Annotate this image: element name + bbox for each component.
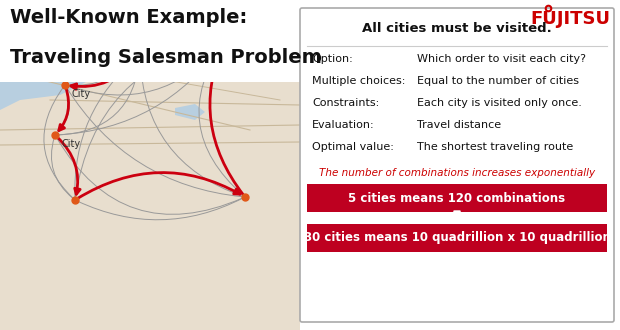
Bar [0, 0, 300, 330]
Text: Travel distance: Travel distance [417, 120, 501, 130]
Text: 5 cities means 120 combinations: 5 cities means 120 combinations [348, 191, 565, 205]
Text: Multiple choices:: Multiple choices: [312, 76, 405, 86]
Text: Traveling Salesman Problem: Traveling Salesman Problem [10, 48, 322, 67]
Bar [307, 224, 607, 252]
FancyBboxPatch shape [300, 8, 614, 322]
Text: Constraints:: Constraints: [312, 98, 379, 108]
Text: Optimal value:: Optimal value: [312, 142, 394, 152]
Text: Which order to visit each city?: Which order to visit each city? [417, 54, 586, 64]
Text: 30 cities means 10 quadrillion x 10 quadrillion: 30 cities means 10 quadrillion x 10 quad… [304, 232, 611, 245]
Bar [0, 0, 300, 82]
Polygon shape [175, 104, 205, 120]
Text: City: City [231, 44, 250, 54]
Text: City: City [71, 89, 90, 99]
Text: City: City [146, 59, 165, 69]
Text: City: City [61, 139, 80, 149]
Text: All cities must be visited.: All cities must be visited. [362, 22, 552, 35]
Polygon shape [0, 60, 90, 110]
Text: FUJITSU: FUJITSU [530, 10, 610, 28]
Polygon shape [0, 0, 160, 20]
Text: The number of combinations increases exponentially: The number of combinations increases exp… [319, 168, 595, 178]
Text: Evaluation:: Evaluation: [312, 120, 374, 130]
Text: Equal to the number of cities: Equal to the number of cities [417, 76, 579, 86]
Text: Option:: Option: [312, 54, 353, 64]
Text: The shortest traveling route: The shortest traveling route [417, 142, 574, 152]
Text: Each city is visited only once.: Each city is visited only once. [417, 98, 582, 108]
Text: Well-Known Example:: Well-Known Example: [10, 8, 247, 27]
Bar [307, 184, 607, 212]
